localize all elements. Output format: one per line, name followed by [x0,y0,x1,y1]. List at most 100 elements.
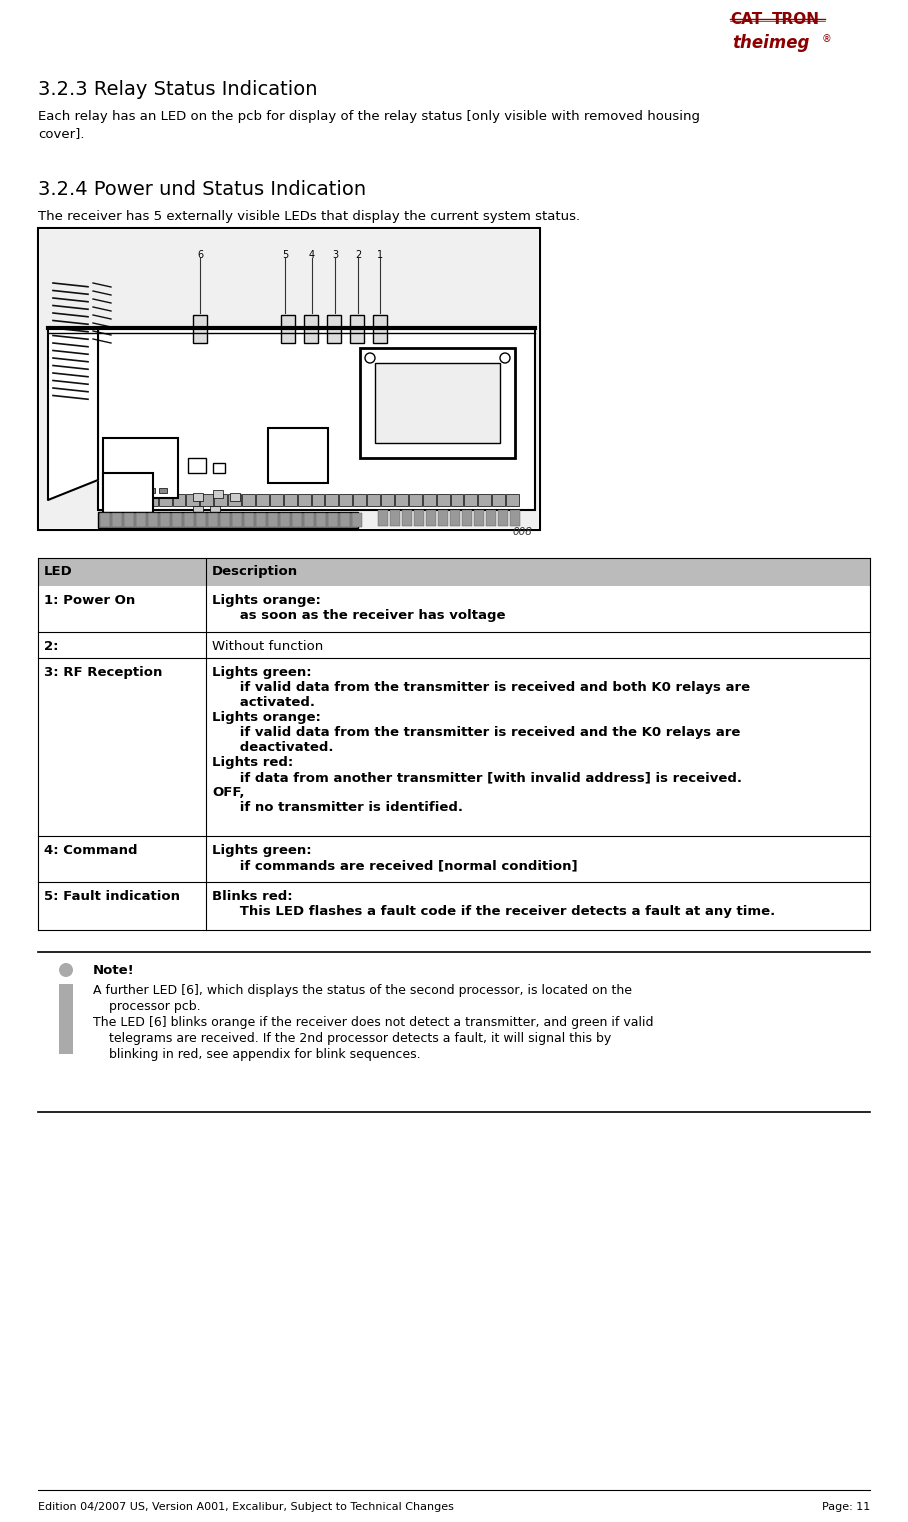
Bar [159,495,172,505]
Bar [242,495,255,505]
Text: Lights green:: Lights green: [212,667,311,679]
Bar [160,513,170,527]
Circle shape [59,963,73,977]
Bar [131,495,143,505]
Bar [381,495,394,505]
Bar [214,495,227,505]
Bar [479,495,491,505]
Bar [280,513,290,527]
Text: 4: Command: 4: Command [44,845,137,857]
Bar [375,364,500,443]
Bar [98,329,535,510]
Bar [328,513,338,527]
Text: cover].: cover]. [38,126,84,140]
Bar [352,513,362,527]
Bar [340,513,350,527]
Bar [402,510,412,527]
Bar [38,586,870,632]
Bar [506,495,519,505]
Text: 3.2.4 Power und Status Indication: 3.2.4 Power und Status Indication [38,180,366,199]
Bar [414,510,424,527]
Bar [184,513,194,527]
Text: ®: ® [822,33,832,44]
Bar [98,511,358,528]
Bar [281,315,295,342]
Text: if commands are received [normal condition]: if commands are received [normal conditi… [212,858,577,872]
Bar [38,836,870,883]
Text: A further LED [6], which displays the status of the second processor, is located: A further LED [6], which displays the st… [93,985,632,997]
Bar [256,495,269,505]
Text: 1: 1 [377,250,383,260]
Text: 5: 5 [281,250,288,260]
Bar [304,315,318,342]
Polygon shape [48,329,98,501]
Text: if no transmitter is identified.: if no transmitter is identified. [212,801,463,814]
Text: 5: Fault indication: 5: Fault indication [44,890,180,903]
Bar [510,510,520,527]
Text: OFF,: OFF, [212,785,244,799]
Bar [144,495,158,505]
Text: Description: Description [212,565,298,578]
Text: Without function: Without function [212,639,323,653]
Bar [409,495,421,505]
Text: processor pcb.: processor pcb. [93,1000,201,1014]
Bar [193,505,203,514]
Bar [201,495,213,505]
Bar [292,513,302,527]
Bar [283,495,297,505]
Text: blinking in red, see appendix for blink sequences.: blinking in red, see appendix for blink … [93,1049,420,1061]
Bar [136,513,146,527]
Bar [147,489,155,493]
Text: Edition 04/2007 US, Version A001, Excalibur, Subject to Technical Changes: Edition 04/2007 US, Version A001, Excali… [38,1502,454,1511]
Text: Note!: Note! [93,963,134,977]
Bar [268,513,278,527]
Text: 1: Power On: 1: Power On [44,594,135,607]
Bar [38,632,870,658]
Text: Each relay has an LED on the pcb for display of the relay status [only visible w: Each relay has an LED on the pcb for dis… [38,110,700,123]
Text: if data from another transmitter [with invalid address] is received.: if data from another transmitter [with i… [212,772,742,784]
Bar [38,228,540,530]
Bar [124,513,134,527]
Bar [159,489,167,493]
Text: 4: 4 [309,250,315,260]
Text: as soon as the receiver has voltage: as soon as the receiver has voltage [212,609,506,622]
Bar [464,495,478,505]
Bar [172,513,182,527]
Bar [268,428,328,482]
Bar [213,463,225,473]
Bar [123,489,131,493]
Bar [492,495,505,505]
Bar [270,495,282,505]
Bar [486,510,496,527]
Bar [450,510,460,527]
Bar [193,493,203,501]
Bar [498,510,508,527]
Text: 008: 008 [512,527,532,537]
Bar [360,349,515,458]
Bar [193,315,207,342]
Bar [350,315,364,342]
Bar [373,315,387,342]
Bar [423,495,436,505]
Bar [437,495,449,505]
Bar [38,658,870,836]
Text: Lights green:: Lights green: [212,845,311,857]
Bar [232,513,242,527]
Bar [340,495,352,505]
Bar [117,495,130,505]
Bar [298,495,311,505]
Bar [135,489,143,493]
Bar [38,559,870,586]
Text: The LED [6] blinks orange if the receiver does not detect a transmitter, and gre: The LED [6] blinks orange if the receive… [93,1017,654,1029]
Text: The receiver has 5 externally visible LEDs that display the current system statu: The receiver has 5 externally visible LE… [38,210,580,224]
Bar [311,495,324,505]
Bar [148,513,158,527]
Bar [59,985,73,1055]
Text: CAT: CAT [730,12,762,27]
Bar [228,495,241,505]
Text: if valid data from the transmitter is received and both K0 relays are: if valid data from the transmitter is re… [212,680,750,694]
Bar [426,510,436,527]
Text: Lights orange:: Lights orange: [212,594,321,607]
Bar [111,489,119,493]
Text: Lights orange:: Lights orange: [212,711,321,724]
